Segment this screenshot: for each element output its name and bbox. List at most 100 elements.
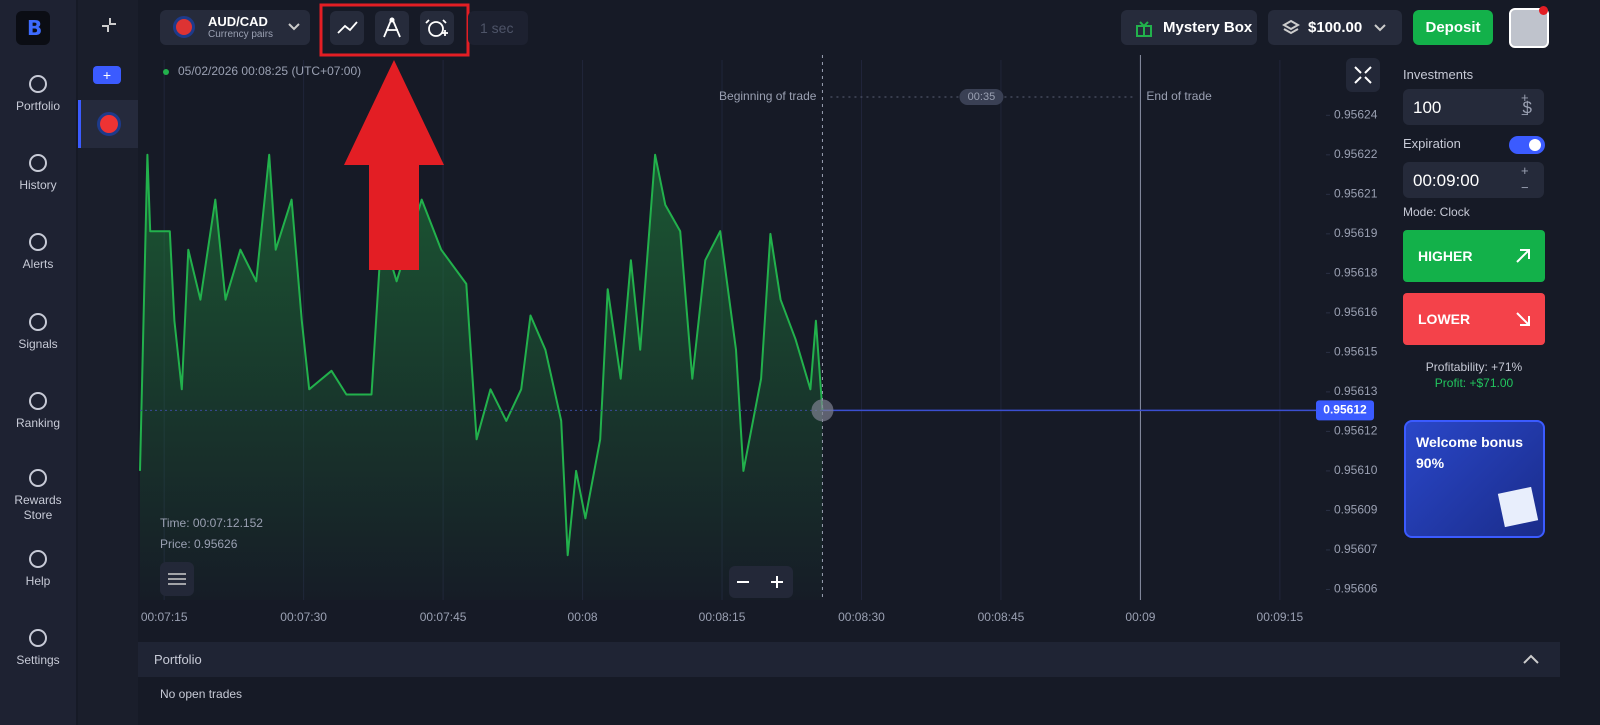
- x-tick-label: 00:09:15: [1257, 610, 1304, 624]
- zoom-buttons[interactable]: [729, 566, 793, 598]
- currency: $: [1522, 98, 1532, 117]
- nav-icon: [29, 469, 47, 487]
- investments-label: Investments: [1403, 67, 1474, 82]
- investment-input[interactable]: 100 $: [1403, 89, 1544, 125]
- y-tick-label: 0.95606: [1334, 582, 1378, 596]
- x-tick-label: 00:08:45: [978, 610, 1025, 624]
- y-tick-label: 0.95618: [1334, 266, 1378, 280]
- profitability: Profitability: +71%: [1425, 360, 1523, 374]
- investment: 100: [1413, 98, 1442, 117]
- fullscreen-button[interactable]: [1346, 58, 1380, 92]
- icon: [737, 576, 783, 588]
- portfolio-empty: No open trades: [160, 687, 243, 701]
- nav-item[interactable]: Settings: [0, 627, 76, 668]
- portfolio-title: Portfolio: [154, 652, 202, 667]
- mystery-box-button[interactable]: Mystery Box: [1121, 10, 1257, 45]
- expiration: 00:09:00: [1413, 171, 1480, 190]
- icon: [168, 573, 186, 585]
- bonus-value: 90%: [1416, 455, 1445, 471]
- higher-button[interactable]: HIGHER: [1403, 230, 1545, 282]
- chart-type-button[interactable]: [330, 11, 364, 45]
- profit: Profit: +$71.00: [1434, 376, 1514, 390]
- y-tick-label: 0.95607: [1334, 542, 1378, 556]
- logo: B: [16, 11, 50, 45]
- lower-button[interactable]: LOWER: [1403, 293, 1545, 345]
- nav-label: Rewards Store: [14, 493, 62, 522]
- nav-label: Portfolio: [15, 99, 61, 113]
- nav-item[interactable]: Alerts: [0, 231, 76, 272]
- live-dot: [163, 69, 169, 75]
- nav-item[interactable]: Signals: [0, 311, 76, 352]
- nav-icon: [29, 75, 47, 93]
- annotation-arrow: [344, 60, 444, 270]
- price-chart: 05/02/2026 00:08:25 (UTC+07:00) Time: 00…: [139, 3, 1380, 624]
- flag: [97, 112, 121, 136]
- y-tick-label: 0.95610: [1334, 463, 1378, 477]
- tooltip-time: Time: 00:07:12.152: [160, 516, 263, 530]
- gift-icon: [1497, 486, 1539, 528]
- avatar[interactable]: [1509, 6, 1549, 48]
- stepper[interactable]: + −: [1521, 163, 1529, 195]
- asset-selector[interactable]: AUD/CAD Currency pairs: [160, 10, 310, 45]
- x-tick-label: 00:08: [568, 610, 598, 624]
- y-tick-label: 0.95609: [1334, 503, 1378, 517]
- expiration-input[interactable]: 00:09:00: [1403, 162, 1544, 198]
- trade-panel: Investments 100 $ + − Expiration 00:09:00 …: [1395, 55, 1600, 725]
- balance: $100.00: [1308, 19, 1363, 36]
- balance-selector[interactable]: $100.00: [1268, 10, 1402, 45]
- y-tick-label: 0.95622: [1334, 147, 1378, 161]
- clock-toggle[interactable]: [1509, 136, 1545, 154]
- indicators-button[interactable]: [420, 11, 454, 45]
- x-tick-label: 00:08:30: [838, 610, 885, 624]
- y-tick-label: 0.95616: [1334, 305, 1378, 319]
- flag: [173, 16, 195, 38]
- drawing-tools-button[interactable]: [375, 11, 409, 45]
- countdown-pill: [959, 89, 1004, 105]
- countdown: 00:35: [968, 91, 996, 103]
- nav-icon: [29, 313, 47, 331]
- nav-item[interactable]: Rewards Store: [0, 467, 76, 523]
- nav-item[interactable]: Ranking: [0, 390, 76, 431]
- lower-label: LOWER: [1418, 311, 1471, 327]
- nav-item[interactable]: Portfolio: [0, 73, 76, 114]
- notification-dot: [1539, 6, 1548, 15]
- y-tick-label: 0.95613: [1334, 384, 1378, 398]
- x-tick-label: 00:07:45: [420, 610, 467, 624]
- stepper[interactable]: + −: [1521, 90, 1529, 122]
- nav-label: Settings: [16, 653, 60, 667]
- deposit-button[interactable]: Deposit: [1413, 10, 1493, 45]
- svg-text:B: B: [27, 16, 42, 40]
- timeframe[interactable]: 1 sec: [468, 11, 528, 45]
- bonus-title: Welcome bonus: [1416, 434, 1524, 450]
- nav-icon: [29, 392, 47, 410]
- y-tick-label: 0.95624: [1334, 107, 1378, 121]
- y-tick-label: 0.95615: [1334, 345, 1378, 359]
- nav-item[interactable]: Help: [0, 548, 76, 589]
- x-tick-label: 00:07:15: [141, 610, 188, 624]
- bonus-banner[interactable]: Welcome bonus 90%: [1404, 420, 1545, 538]
- x-tick-label: 00:08:15: [699, 610, 746, 624]
- beginning-label: Beginning of trade: [719, 89, 817, 103]
- x-tick-label: 00:07:30: [280, 610, 327, 624]
- nav-label: History: [19, 178, 57, 192]
- x-tick-label: 00:09: [1125, 610, 1155, 624]
- price-tag-label: 0.95612: [1323, 403, 1367, 417]
- end-label: End of trade: [1146, 89, 1212, 103]
- icon: [1354, 66, 1372, 84]
- asset-name: AUD/CAD: [208, 14, 268, 29]
- nav-item[interactable]: History: [0, 152, 76, 193]
- portfolio-header[interactable]: Portfolio: [138, 642, 1560, 677]
- y-tick-label: 0.95612: [1334, 424, 1378, 438]
- expiration-label: Expiration: [1403, 136, 1461, 151]
- price-line: [139, 153, 824, 557]
- nav-label: Help: [25, 574, 51, 588]
- nav-icon: [29, 629, 47, 647]
- active-asset-tab[interactable]: [78, 100, 138, 148]
- tooltip-price: Price: 0.95626: [160, 537, 238, 551]
- nav-label: Signals: [18, 337, 58, 351]
- timestamp: 05/02/2026 00:08:25 (UTC+07:00): [178, 64, 361, 78]
- y-tick-label: 0.95619: [1334, 226, 1378, 240]
- add-tab[interactable]: +: [93, 66, 121, 84]
- collapse-icon: [102, 18, 116, 32]
